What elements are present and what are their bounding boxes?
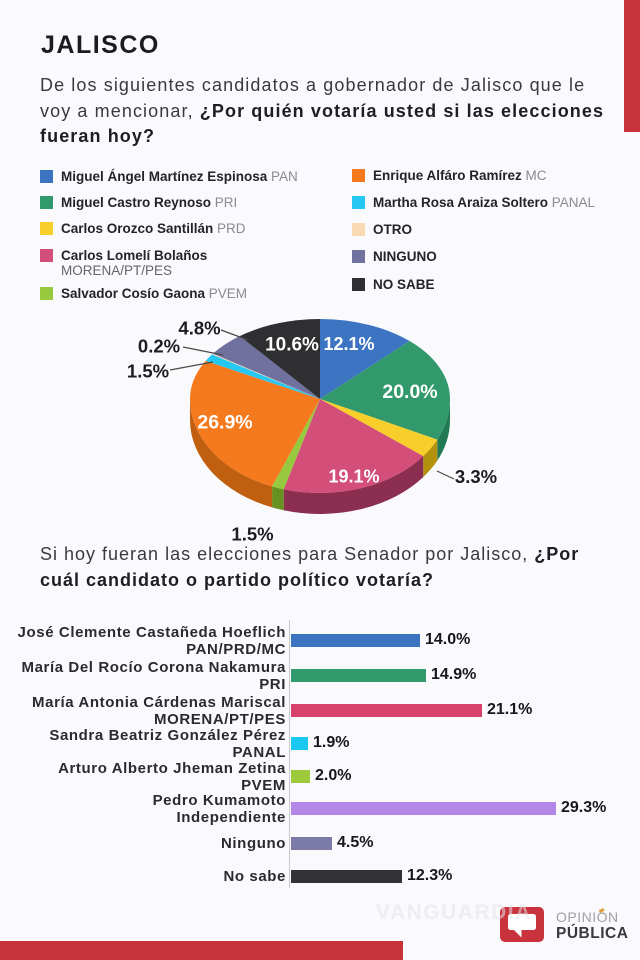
svg-text:1.5%: 1.5% — [127, 360, 169, 381]
svg-text:20.0%: 20.0% — [382, 381, 437, 403]
svg-text:12.1%: 12.1% — [323, 334, 374, 354]
svg-text:0.2%: 0.2% — [138, 336, 180, 357]
svg-text:4.8%: 4.8% — [178, 317, 220, 338]
svg-text:19.1%: 19.1% — [328, 467, 379, 487]
svg-text:26.9%: 26.9% — [197, 411, 252, 433]
svg-text:10.6%: 10.6% — [265, 334, 319, 355]
svg-text:3.3%: 3.3% — [455, 466, 497, 487]
svg-text:1.5%: 1.5% — [231, 523, 273, 544]
